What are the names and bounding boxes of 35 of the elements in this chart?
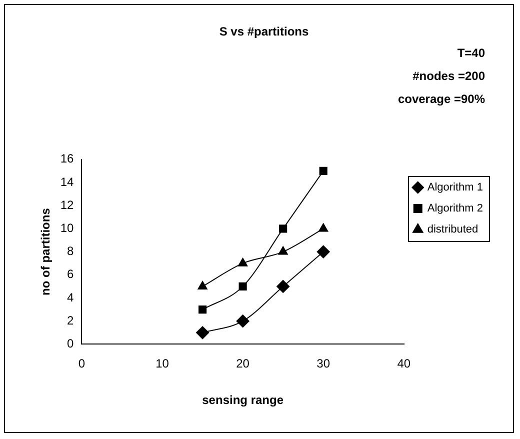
y-tick-label: 16	[60, 152, 74, 166]
text: T=40	[457, 46, 486, 60]
y-tick-label: 10	[60, 221, 74, 236]
y-axis-title: no of partitions	[38, 208, 53, 296]
text: coverage =90%	[398, 92, 486, 106]
y-tick-label: 2	[67, 313, 74, 328]
point	[198, 306, 207, 314]
y-tick-label: 4	[67, 290, 74, 304]
y-tick-label: 8	[67, 244, 74, 258]
point	[318, 223, 328, 232]
point	[316, 245, 330, 258]
x-tick-label: 40	[397, 356, 411, 371]
legend-label: Algorithm 2	[427, 202, 484, 215]
x-tick-label: 20	[236, 356, 250, 371]
point	[236, 314, 250, 328]
point	[238, 282, 247, 290]
point	[198, 280, 208, 290]
y-tick-label: 6	[67, 267, 74, 282]
x-tick-label: 30	[316, 356, 330, 371]
point	[279, 224, 288, 233]
y-tick-label: 0	[67, 336, 74, 351]
point	[196, 326, 210, 340]
point	[319, 166, 328, 175]
point	[238, 258, 248, 266]
point	[278, 246, 288, 255]
y-tick-label: 12	[60, 198, 74, 212]
x-tick-label: 10	[156, 356, 170, 371]
x-axis-title: sensing range	[202, 393, 284, 408]
text: #nodes =200	[412, 69, 486, 83]
x-tick-label: 0	[78, 356, 86, 371]
y-tick-label: 14	[60, 174, 74, 189]
legend-label: distributed	[427, 224, 478, 236]
legend-label: Algorithm 1	[427, 182, 484, 194]
chart-title: S vs #partitions	[219, 24, 309, 39]
point	[276, 280, 290, 293]
